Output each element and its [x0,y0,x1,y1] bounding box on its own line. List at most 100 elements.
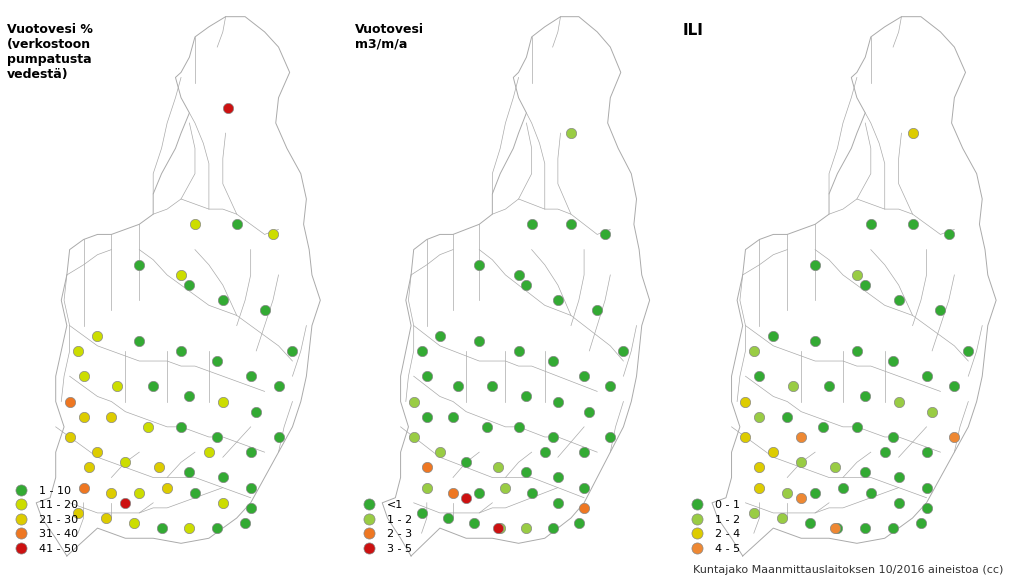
Point [862,220,879,229]
Point [523,488,540,497]
Point [458,493,474,503]
Point [815,422,831,432]
Point [466,518,482,528]
Point [419,483,435,492]
Point [458,458,474,467]
Point [891,397,907,406]
Point [215,498,231,507]
Point [243,447,259,457]
Point [228,220,245,229]
Point [510,422,526,432]
Point [181,468,198,477]
Point [471,260,487,270]
Point [891,296,907,305]
Point [752,372,768,381]
Point [265,229,282,239]
Point [489,462,506,472]
Point [432,447,449,457]
Point [849,422,865,432]
Point [131,336,147,346]
Point [793,458,809,467]
Text: ILI: ILI [683,23,703,38]
Point [61,397,78,406]
Point [857,392,873,401]
Point [904,220,921,229]
Point [537,447,553,457]
Point [602,382,618,391]
Point [550,473,566,482]
Point [523,220,540,229]
Point [961,346,977,356]
Point [602,432,618,442]
Point [919,372,935,381]
Point [131,260,147,270]
Legend: 1 - 10, 11 - 20, 21 - 30, 31 - 40, 41 - 50: 1 - 10, 11 - 20, 21 - 30, 31 - 40, 41 - … [5,481,83,558]
Point [849,346,865,356]
Point [752,462,768,472]
Point [181,523,198,533]
Point [891,498,907,507]
Point [439,514,456,523]
Point [419,372,435,381]
Point [243,503,259,512]
Point [919,483,935,492]
Point [237,518,253,528]
Point [117,458,133,467]
Point [932,306,948,315]
Point [139,422,156,432]
Point [550,296,566,305]
Point [807,488,823,497]
Point [510,346,526,356]
Point [877,447,893,457]
Point [545,432,561,442]
Point [406,397,422,406]
Point [270,432,287,442]
Point [737,397,754,406]
Point [451,382,467,391]
Point [248,407,264,417]
Point [919,447,935,457]
Point [103,488,120,497]
Polygon shape [382,17,649,556]
Point [862,488,879,497]
Point [575,483,592,492]
Polygon shape [0,12,348,564]
Point [857,281,873,290]
Point [76,372,92,381]
Point [826,462,843,472]
Point [70,508,86,518]
Point [89,331,105,340]
Point [117,498,133,507]
Point [885,356,901,365]
Point [498,483,514,492]
Point [76,483,92,492]
Point [489,523,506,533]
Point [550,397,566,406]
Point [256,306,272,315]
Point [885,432,901,442]
Point [471,488,487,497]
Polygon shape [348,12,676,564]
Point [941,229,957,239]
Point [857,468,873,477]
Point [181,392,198,401]
Text: Vuotovesi
m3/m/a: Vuotovesi m3/m/a [354,23,424,51]
Point [444,412,461,421]
Point [484,382,501,391]
Polygon shape [712,17,996,556]
Point [946,432,963,442]
Point [821,382,838,391]
Point [765,331,781,340]
Point [479,422,496,432]
Point [126,518,142,528]
Point [570,518,587,528]
Point [186,488,203,497]
Point [807,260,823,270]
Point [885,523,901,533]
Point [173,346,189,356]
Point [904,128,921,138]
Point [575,447,592,457]
Point [159,483,175,492]
Point [518,468,535,477]
Point [518,281,535,290]
